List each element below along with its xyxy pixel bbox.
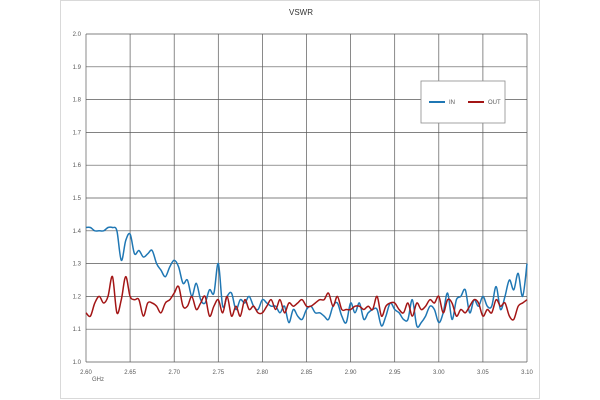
legend: IN OUT: [420, 80, 506, 124]
y-tick-label: 1.0: [73, 360, 82, 366]
x-tick-labels: 2.60 2.65 2.70 2.75 2.80 2.85 2.90 2.95 3.00 3.05…: [80, 370, 533, 376]
x-tick-label: 2.65: [124, 370, 136, 376]
y-tick-label: 1.5: [73, 196, 82, 202]
y-tick-label: 1.3: [73, 262, 82, 268]
grid-lines: [85, 33, 528, 363]
y-tick-label: 1.6: [73, 163, 82, 169]
y-tick-label: 1.8: [73, 98, 82, 104]
y-tick-labels: 1.0 1.1 1.2 1.3 1.4 1.5 1.6 1.7 1.8 1.9 2.0: [73, 32, 82, 366]
x-tick-label: 3.05: [477, 370, 489, 376]
y-tick-label: 1.1: [73, 327, 82, 333]
x-tick-label: 2.70: [168, 370, 180, 376]
y-tick-label: 1.4: [73, 229, 82, 235]
x-tick-label: 2.85: [301, 370, 313, 376]
y-tick-label: 2.0: [73, 32, 82, 38]
x-tick-label: 2.80: [257, 370, 269, 376]
x-tick-label: 2.95: [389, 370, 401, 376]
y-tick-label: 1.2: [73, 294, 82, 300]
x-unit-label: GHz: [92, 377, 104, 383]
x-tick-label: 2.60: [80, 370, 92, 376]
legend-label-in: IN: [449, 100, 455, 106]
legend-label-out: OUT: [488, 100, 501, 106]
x-tick-label: 3.00: [433, 370, 445, 376]
series-line-in: [85, 226, 528, 328]
x-tick-label: 2.75: [212, 370, 224, 376]
x-tick-label: 3.10: [521, 370, 533, 376]
chart-title: VSWR: [289, 8, 313, 17]
series-line-out: [85, 275, 528, 321]
y-tick-label: 1.9: [73, 65, 82, 71]
vswr-chart: VSWR 1.0 1.1 1.2 1.3 1.4 1.5 1.6 1.7 1.8 1.9 2.0 2…: [73, 8, 534, 383]
x-tick-label: 2.90: [345, 370, 357, 376]
chart-frame: VSWR 1.0 1.1 1.2 1.3 1.4 1.5 1.6 1.7 1.8 1.9 2.0 2…: [60, 0, 540, 399]
y-tick-label: 1.7: [73, 130, 82, 136]
series-lines: [85, 226, 528, 328]
